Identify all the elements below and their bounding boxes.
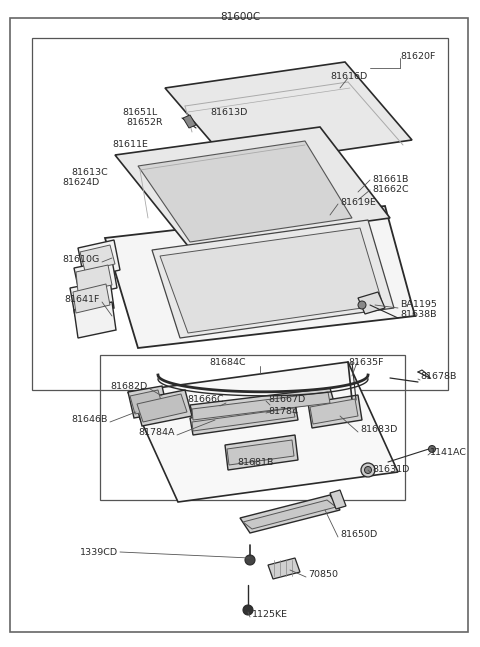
Polygon shape <box>135 390 192 426</box>
Polygon shape <box>152 220 394 338</box>
Polygon shape <box>70 280 114 316</box>
Text: 81641F: 81641F <box>65 295 100 304</box>
Polygon shape <box>105 206 415 348</box>
Polygon shape <box>74 302 116 338</box>
Text: 81683D: 81683D <box>360 425 397 434</box>
Polygon shape <box>76 265 112 292</box>
Text: 70850: 70850 <box>308 570 338 579</box>
Text: 81666C: 81666C <box>187 395 224 404</box>
Circle shape <box>243 605 253 615</box>
Polygon shape <box>80 245 115 271</box>
Circle shape <box>358 301 366 309</box>
Text: 81613D: 81613D <box>210 108 247 117</box>
Text: 81620F: 81620F <box>400 52 435 61</box>
Polygon shape <box>73 284 110 313</box>
Text: 81784A: 81784A <box>139 428 175 437</box>
Text: 1125KE: 1125KE <box>252 610 288 619</box>
Text: 1339CD: 1339CD <box>80 548 118 557</box>
Text: 81638B: 81638B <box>400 310 436 319</box>
Circle shape <box>429 446 435 452</box>
Polygon shape <box>128 386 168 418</box>
Polygon shape <box>160 228 383 333</box>
Polygon shape <box>130 390 163 414</box>
Polygon shape <box>243 500 336 529</box>
Polygon shape <box>137 394 187 422</box>
Polygon shape <box>225 435 298 470</box>
Text: 81678B: 81678B <box>420 372 456 381</box>
Text: 81784: 81784 <box>268 407 298 416</box>
Circle shape <box>361 463 375 477</box>
Polygon shape <box>78 240 120 278</box>
Polygon shape <box>190 388 334 419</box>
Text: 1141AC: 1141AC <box>430 448 467 457</box>
Text: 81661B: 81661B <box>372 175 408 184</box>
Polygon shape <box>190 403 298 435</box>
Polygon shape <box>310 399 358 424</box>
Text: 81651L: 81651L <box>123 108 158 117</box>
Polygon shape <box>115 127 390 246</box>
Text: 81624D: 81624D <box>63 178 100 187</box>
Text: 81616D: 81616D <box>330 72 367 81</box>
Text: 81667D: 81667D <box>268 395 305 404</box>
Polygon shape <box>192 392 330 420</box>
Polygon shape <box>268 558 300 579</box>
Text: BA1195: BA1195 <box>400 300 437 309</box>
Text: 81646B: 81646B <box>72 415 108 424</box>
Polygon shape <box>358 292 385 314</box>
Polygon shape <box>138 141 352 242</box>
Text: 81613C: 81613C <box>71 168 108 177</box>
Polygon shape <box>240 495 340 533</box>
Polygon shape <box>74 260 117 296</box>
Polygon shape <box>192 408 295 431</box>
Polygon shape <box>227 440 294 465</box>
Text: 81652R: 81652R <box>126 118 163 127</box>
Polygon shape <box>308 395 362 428</box>
Text: 81610G: 81610G <box>63 255 100 264</box>
Text: 81682D: 81682D <box>111 382 148 391</box>
Circle shape <box>245 555 255 565</box>
Polygon shape <box>330 490 346 509</box>
Text: 81619E: 81619E <box>340 198 376 207</box>
Text: 81650D: 81650D <box>340 530 377 539</box>
Text: 81635F: 81635F <box>348 358 384 367</box>
Circle shape <box>364 466 372 474</box>
Text: 81684C: 81684C <box>210 358 246 367</box>
Text: 81662C: 81662C <box>372 185 408 194</box>
Text: 81631D: 81631D <box>372 465 409 474</box>
Text: 81681B: 81681B <box>238 458 274 467</box>
Text: 81611E: 81611E <box>112 140 148 149</box>
Text: 81600C: 81600C <box>220 12 260 22</box>
Polygon shape <box>165 62 412 166</box>
Polygon shape <box>183 115 196 128</box>
Polygon shape <box>128 362 398 502</box>
